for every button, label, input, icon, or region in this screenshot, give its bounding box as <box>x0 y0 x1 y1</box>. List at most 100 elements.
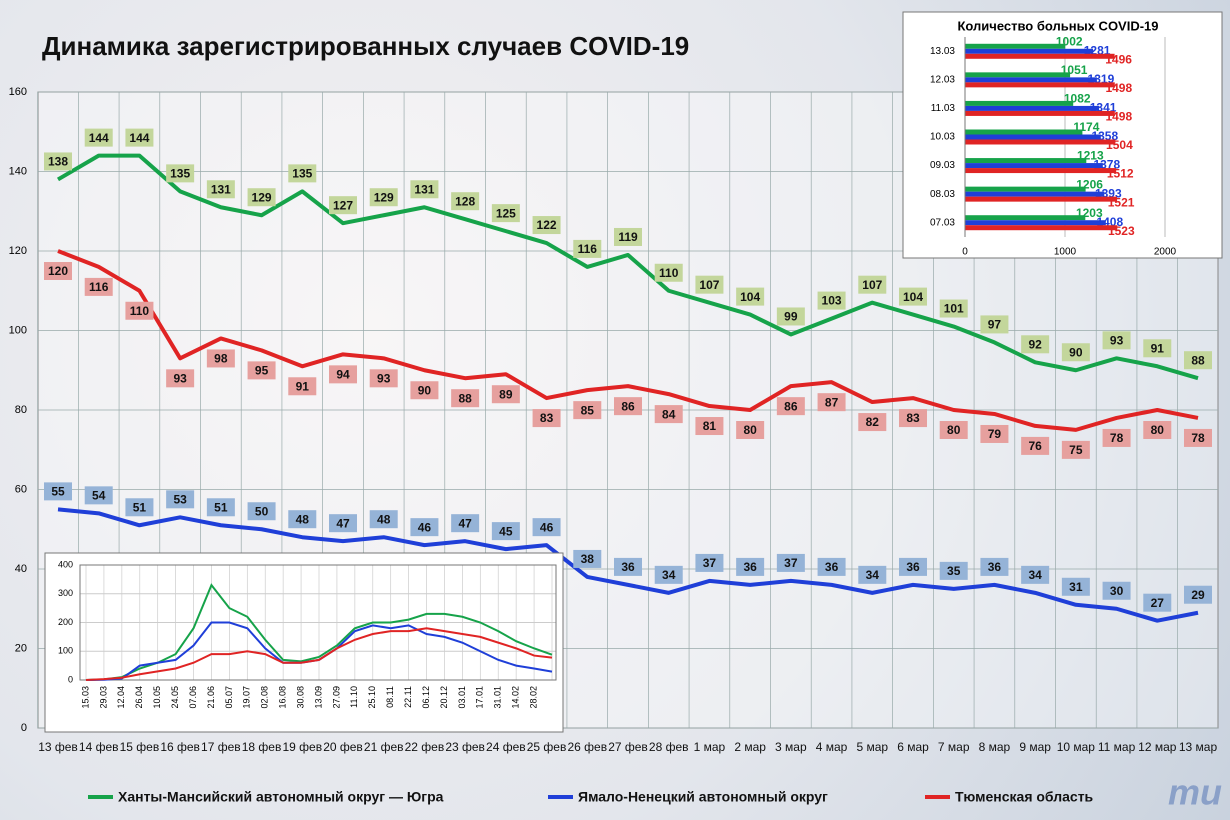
value-label-box <box>166 490 195 509</box>
value-label: 120 <box>48 264 68 278</box>
y-tick-label: 140 <box>9 165 27 177</box>
bar <box>965 191 1105 197</box>
value-label: 55 <box>51 485 65 499</box>
x-tick-label: 19.07 <box>242 686 252 709</box>
value-label-box <box>776 307 805 326</box>
value-label-box <box>329 514 357 533</box>
value-label-box <box>532 409 561 428</box>
x-tick-label: 05.07 <box>224 686 234 709</box>
value-label-box <box>410 381 439 400</box>
bar <box>965 196 1118 202</box>
logo: ти <box>1168 772 1222 813</box>
value-label: 90 <box>418 383 432 397</box>
x-tick-label: 24.05 <box>170 686 180 709</box>
x-tick-label: 10 мар <box>1056 740 1095 754</box>
value-label-box <box>84 128 113 147</box>
value-label: 36 <box>906 560 920 574</box>
x-tick-label: 3 мар <box>775 740 807 754</box>
x-tick-label: 16 фев <box>160 740 200 754</box>
value-label-box <box>491 522 520 541</box>
value-label-box <box>410 180 439 199</box>
bar-label: 1002 <box>1056 34 1083 48</box>
value-label-box <box>451 389 480 408</box>
value-label-box <box>939 421 968 439</box>
x-tick-label: 14.02 <box>511 686 521 709</box>
value-label-box <box>695 417 724 436</box>
bar <box>965 43 1066 49</box>
value-label: 80 <box>947 423 961 437</box>
y-tick-label: 11.03 <box>931 103 956 114</box>
value-label: 135 <box>292 167 312 181</box>
x-tick-label: 5 мар <box>856 740 889 754</box>
bar <box>965 77 1097 83</box>
x-tick-label: 27.09 <box>331 686 341 709</box>
value-label-box <box>166 164 195 183</box>
value-label-box <box>125 301 154 320</box>
value-label: 37 <box>784 556 798 570</box>
series-line <box>57 507 1199 623</box>
value-label-box <box>451 192 480 211</box>
value-label-box <box>44 152 72 171</box>
bar-label: 1498 <box>1105 81 1132 95</box>
value-label-box <box>654 565 683 584</box>
bar-label: 1051 <box>1061 63 1088 77</box>
x-tick-label: 7 мар <box>937 740 970 754</box>
value-label-box <box>858 275 887 294</box>
bar <box>965 225 1118 231</box>
bar-label: 1174 <box>1073 120 1099 134</box>
value-label-box <box>288 164 317 183</box>
x-tick-label: 1 мар <box>693 740 726 754</box>
value-label: 127 <box>333 198 353 212</box>
y-tick-label: 60 <box>15 483 27 495</box>
value-label: 138 <box>48 155 68 169</box>
value-label-box <box>247 188 276 207</box>
value-label-box <box>44 482 72 501</box>
series-line <box>56 153 1199 381</box>
bar <box>965 129 1083 135</box>
value-label: 131 <box>211 182 231 196</box>
value-label: 80 <box>743 423 757 437</box>
value-label: 129 <box>374 190 394 204</box>
value-label-box <box>84 486 113 505</box>
value-label-box <box>369 369 398 388</box>
value-label: 27 <box>1151 596 1165 610</box>
value-label-box <box>980 424 1009 443</box>
value-label: 83 <box>906 411 920 425</box>
x-tick-label: 25 фев <box>526 740 567 754</box>
bar <box>965 53 1115 59</box>
value-label: 101 <box>944 302 964 316</box>
value-label: 78 <box>1191 431 1205 445</box>
value-label: 103 <box>822 294 842 308</box>
value-label: 34 <box>662 568 676 582</box>
x-tick-label: 11.10 <box>349 686 359 708</box>
value-label-box <box>573 549 602 568</box>
value-label-box <box>573 239 602 258</box>
value-label-box <box>980 315 1009 334</box>
value-label: 46 <box>418 520 432 534</box>
value-label-box <box>939 561 968 580</box>
value-label: 93 <box>1110 333 1124 347</box>
value-label-box <box>858 413 887 432</box>
value-label-box <box>573 401 602 420</box>
value-label-box <box>532 216 561 235</box>
x-tick-label: 14 фев <box>78 740 119 754</box>
x-tick-label: 31.01 <box>493 686 503 709</box>
value-label-box <box>1061 440 1090 459</box>
x-tick-label: 07.06 <box>188 686 198 709</box>
value-label: 97 <box>988 318 1002 332</box>
inset-title: Количество больных COVID-19 <box>957 18 1158 33</box>
x-tick-label: 19 фев <box>282 740 323 754</box>
value-label-box <box>206 349 235 368</box>
value-label-box <box>1143 421 1172 439</box>
value-label: 36 <box>988 560 1002 574</box>
series-line <box>85 583 553 681</box>
value-label: 51 <box>133 500 147 514</box>
value-label: 31 <box>1069 580 1083 594</box>
value-label: 110 <box>130 304 150 318</box>
x-tick-label: 0 <box>962 247 968 258</box>
inset-box <box>44 552 564 733</box>
value-label: 82 <box>866 415 880 429</box>
value-label: 135 <box>170 167 190 181</box>
value-label-box <box>410 518 439 537</box>
